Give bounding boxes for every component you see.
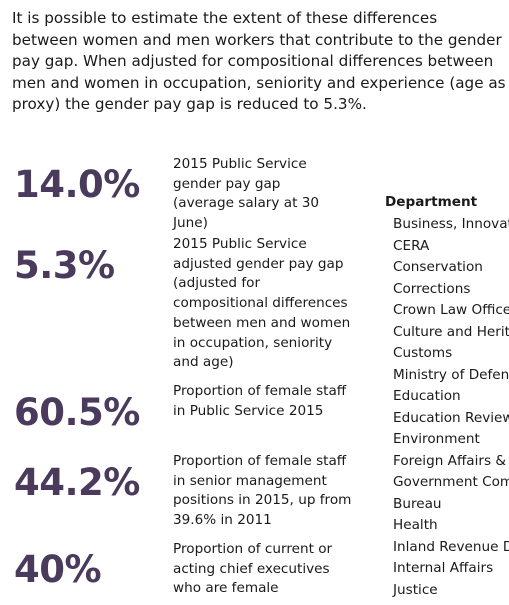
stat-chief-executives-value: 40% bbox=[14, 548, 102, 591]
list-item: Foreign Affairs & bbox=[393, 452, 507, 469]
list-item: Business, Innovat bbox=[393, 216, 509, 232]
list-item: Internal Affairs bbox=[393, 560, 494, 576]
list-item: Inland Revenue D bbox=[393, 538, 509, 555]
stat-senior-management-value: 44.2% bbox=[14, 461, 140, 504]
stat-adjusted-gap-value: 5.3% bbox=[14, 244, 115, 287]
list-item: Ministry of Defen bbox=[393, 366, 509, 383]
stat-senior-management-description: Proportion of female staff in senior man… bbox=[173, 453, 352, 529]
list-item: Health bbox=[393, 517, 438, 533]
stat-adjusted-gap-description: 2015 Public Service adjusted gender pay … bbox=[173, 236, 351, 371]
department-heading: Department bbox=[385, 194, 478, 210]
list-item: Customs bbox=[393, 345, 453, 361]
stat-female-staff-value: 60.5% bbox=[14, 391, 140, 434]
stat-pay-gap-description: 2015 Public Service gender pay gap (aver… bbox=[173, 156, 320, 232]
list-item: Culture and Herit bbox=[393, 323, 509, 340]
list-item: Education bbox=[393, 388, 461, 404]
list-item: Education Review bbox=[393, 409, 509, 426]
list-item: Environment bbox=[393, 431, 480, 447]
stat-female-staff-description: Proportion of female staff in Public Ser… bbox=[173, 383, 347, 419]
department-list: Business, Innovat CERA Conservation Corr… bbox=[393, 214, 509, 601]
list-item: Corrections bbox=[393, 280, 471, 297]
list-item: Crown Law Office bbox=[393, 302, 509, 318]
stat-pay-gap-value: 14.0% bbox=[14, 163, 140, 206]
list-item: Bureau bbox=[393, 495, 442, 512]
list-item: Conservation bbox=[393, 259, 483, 275]
list-item: Government Com bbox=[393, 474, 509, 490]
list-item: Justice bbox=[393, 581, 438, 598]
intro-paragraph: It is possible to estimate the extent of… bbox=[12, 9, 506, 113]
stat-chief-executives-description: Proportion of current or acting chief ex… bbox=[173, 541, 333, 597]
list-item: CERA bbox=[393, 237, 430, 254]
